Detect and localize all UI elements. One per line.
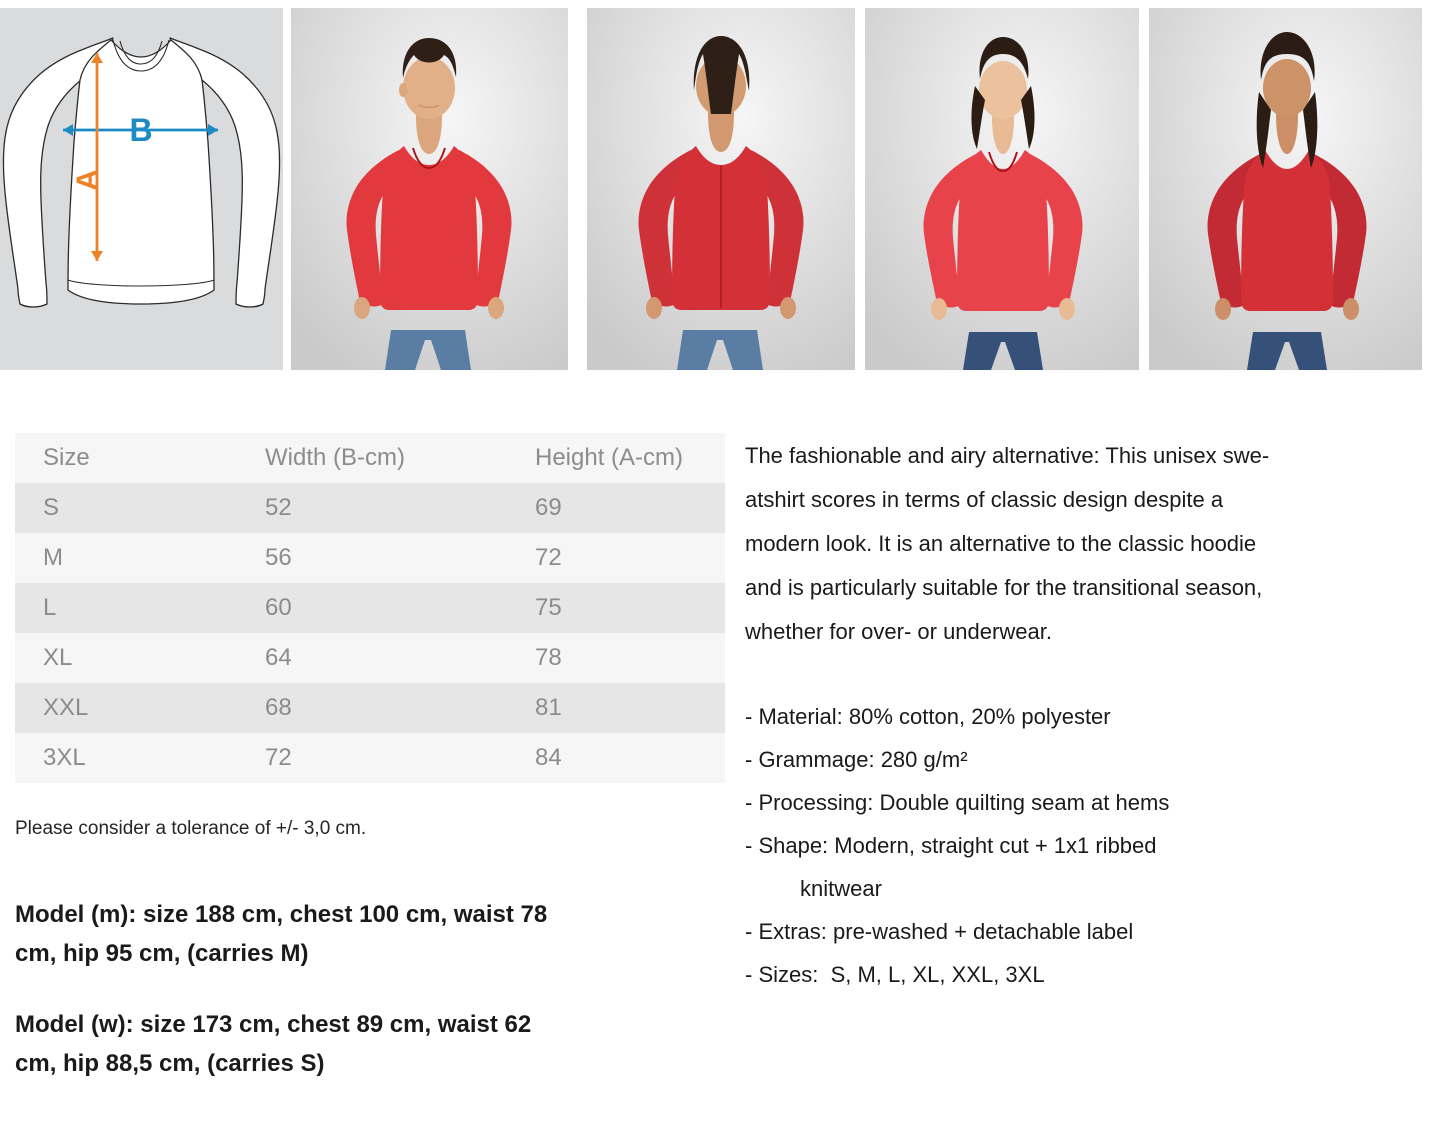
svg-text:A: A (71, 169, 104, 191)
svg-text:B: B (129, 112, 152, 148)
